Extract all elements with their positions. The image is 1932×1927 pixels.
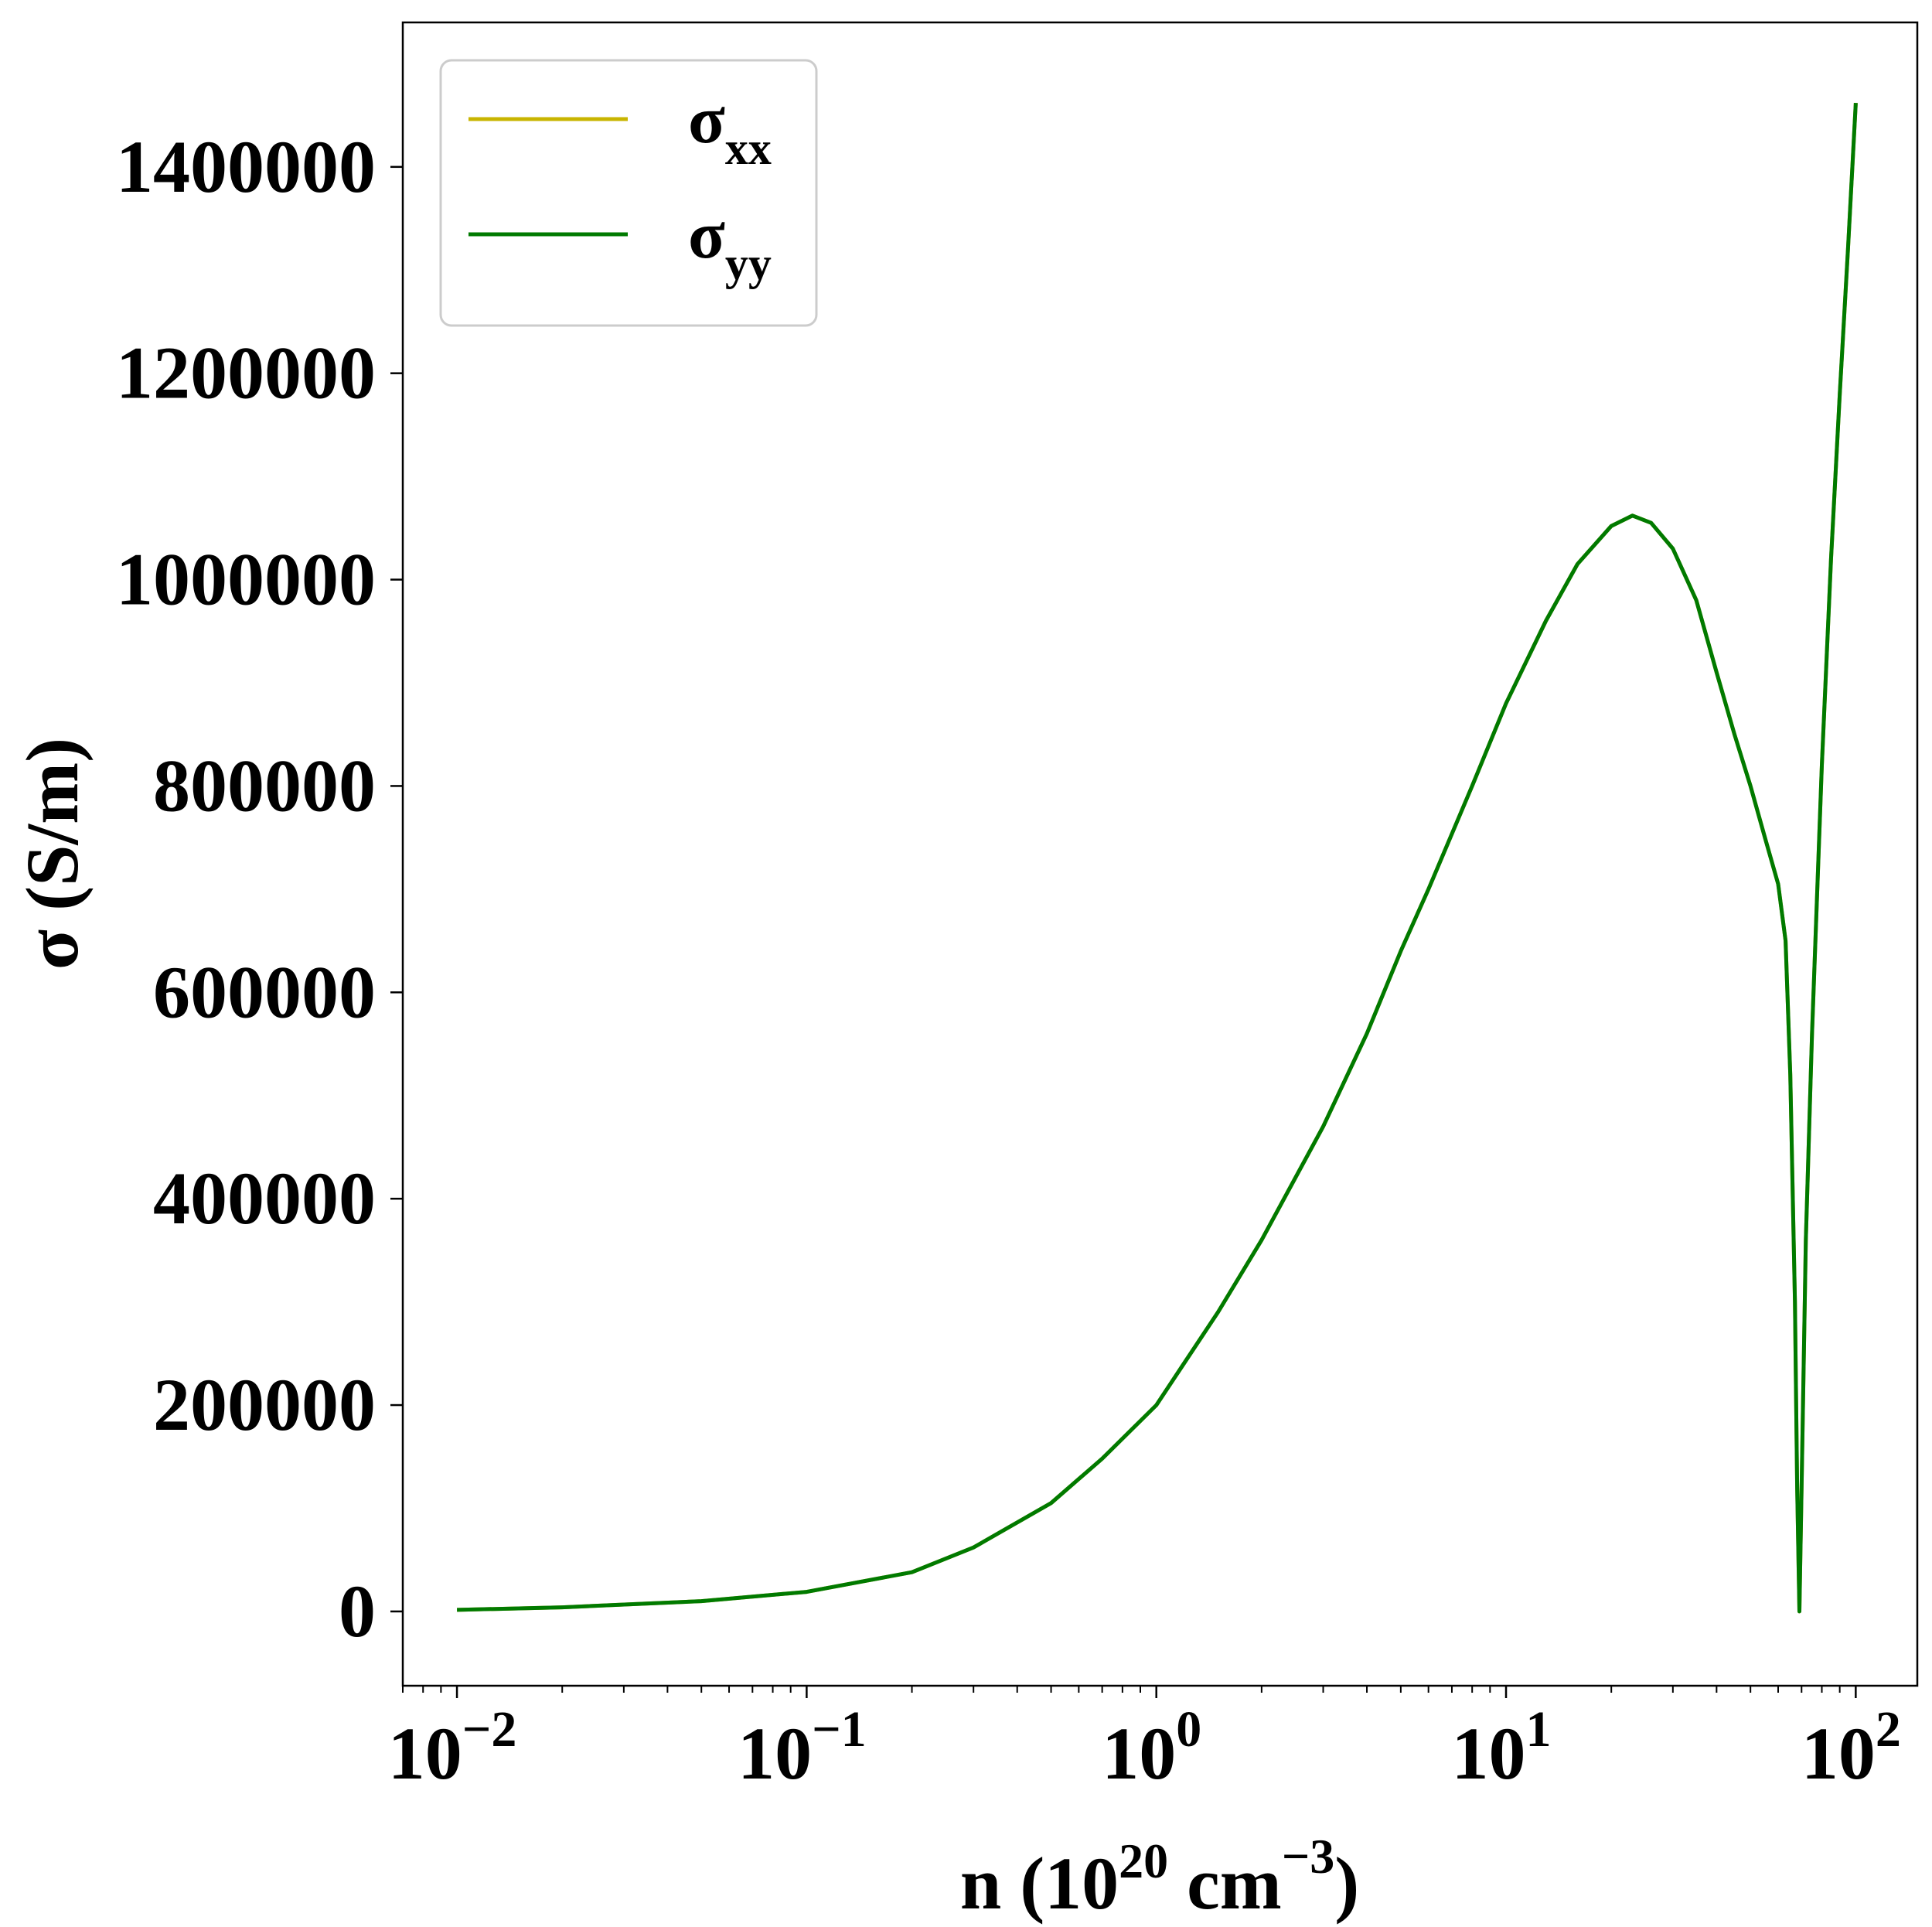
x-tick-label: 102 [1801,1701,1901,1795]
x-axis-label: n (1020 cm−3) [960,1829,1359,1925]
x-tick-label: 100 [1102,1701,1201,1795]
legend: σxx σyy [439,59,818,327]
series-layer [457,102,1858,1614]
y-axis: 0 200000 400000 600000 800000 1000000 1200000 1… [116,125,403,1652]
y-tick-label: 0 [339,1570,376,1652]
y-axis-label: σ (S/m) [11,738,94,970]
legend-label-sigma-yy: σyy [688,198,772,289]
y-tick-label: 1200000 [116,332,376,414]
series-line-sigma-yy [457,102,1858,1614]
y-tick-label: 200000 [153,1363,376,1446]
y-tick-label: 1400000 [116,125,376,208]
x-axis: 10−2 10−1 100 101 102 [388,1686,1901,1795]
plot-frame [401,21,1919,1687]
y-tick-label: 600000 [153,950,376,1033]
legend-label-sigma-xx: σxx [688,83,772,174]
y-tick-label: 1000000 [116,538,376,621]
legend-box [439,59,818,327]
x-tick-label: 101 [1452,1701,1552,1795]
x-tick-label: 10−1 [738,1701,867,1795]
y-tick-label: 800000 [153,744,376,827]
x-tick-label: 10−2 [388,1701,517,1795]
y-tick-label: 400000 [153,1157,376,1240]
